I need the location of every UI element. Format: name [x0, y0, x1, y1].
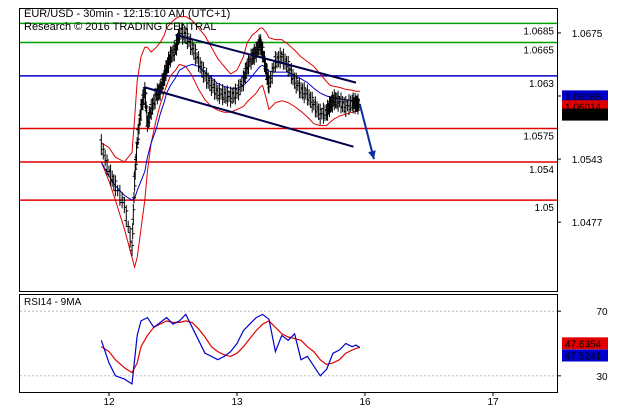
axes: 1.06751.06091.05431.04771.060651.060141.… — [103, 29, 608, 408]
rsi-tag-label: 47.6354 — [565, 339, 602, 350]
rsi-axis-label-30: 30 — [596, 372, 608, 383]
rsi-line — [100, 313, 361, 385]
rsi-plot — [20, 310, 557, 385]
level-label-1.0685: 1.0685 — [523, 26, 554, 37]
time-axis-label-13: 13 — [231, 397, 243, 408]
rsi-tag-blue — [562, 349, 608, 362]
rsi-tag-label: 47.5241 — [565, 352, 602, 363]
level-label-1.0665: 1.0665 — [523, 45, 554, 56]
rsi-axis-label-70: 70 — [596, 307, 608, 318]
level-label-1.054: 1.054 — [529, 165, 554, 176]
forecast-arrow-shaft — [358, 104, 375, 160]
chart-header-line1: EUR/USD - 30min - 12:15:10 AM (UTC+1) — [24, 8, 230, 20]
time-axis-label-16: 16 — [359, 397, 371, 408]
bollinger-upper — [101, 16, 360, 163]
price-axis-label-1.0543: 1.0543 — [572, 155, 603, 166]
level-label-1.063: 1.063 — [529, 79, 554, 90]
price-panel-frame — [19, 8, 558, 292]
price-plot: 1.0685 1.0665 1.063 1.0575 1.054 1.05 — [20, 16, 557, 270]
price-tag-label: 1.06 — [565, 111, 585, 122]
level-label-1.0575: 1.0575 — [523, 131, 554, 142]
rsi-panel-frame — [19, 294, 558, 393]
time-axis-label-17: 17 — [487, 397, 499, 408]
channel-line-lower — [144, 86, 354, 148]
rsi-ma-line — [100, 320, 361, 374]
price-tag-black — [562, 108, 608, 121]
price-axis-label-1.0675: 1.0675 — [572, 29, 603, 40]
forecast-arrow-head — [368, 150, 376, 160]
chart-header-line2: Research © 2016 TRADING CENTRAL — [24, 21, 217, 33]
price-tag-blue — [562, 90, 608, 103]
rsi-tag-red — [562, 337, 608, 350]
rsi-panel-title: RSI14 - 9MA — [24, 297, 82, 308]
price-tag-label: 1.06014 — [565, 102, 602, 113]
channel-line-upper — [175, 33, 357, 84]
time-axis-label-12: 12 — [103, 397, 115, 408]
level-label-1.05: 1.05 — [535, 203, 555, 214]
price-tag-label: 1.06065 — [565, 92, 602, 103]
price-axis-label-1.0477: 1.0477 — [572, 218, 603, 229]
